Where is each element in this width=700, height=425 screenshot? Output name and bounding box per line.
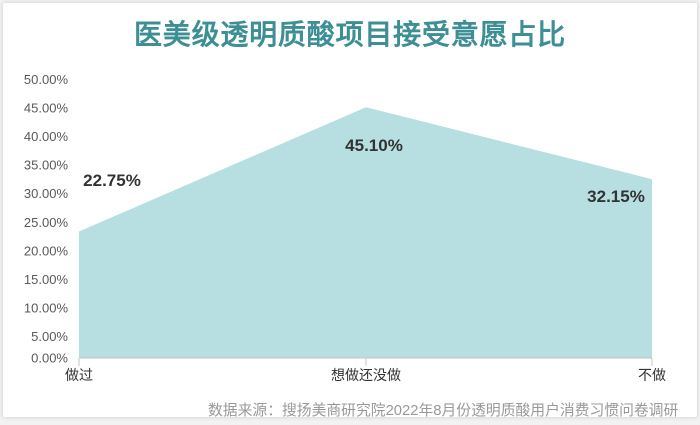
svg-text:做过: 做过 [65,367,93,383]
svg-text:40.00%: 40.00% [24,129,69,144]
svg-text:35.00%: 35.00% [24,158,69,173]
svg-text:50.00%: 50.00% [24,72,69,87]
svg-text:45.00%: 45.00% [24,101,69,116]
svg-text:30.00%: 30.00% [24,186,69,201]
svg-text:想做还没做: 想做还没做 [331,367,401,383]
svg-text:10.00%: 10.00% [24,300,69,315]
svg-text:5.00%: 5.00% [31,329,68,344]
svg-text:25.00%: 25.00% [24,215,69,230]
svg-text:不做: 不做 [638,367,666,383]
svg-text:45.10%: 45.10% [345,136,403,155]
svg-text:15.00%: 15.00% [24,272,69,287]
svg-text:32.15%: 32.15% [587,187,645,206]
svg-text:20.00%: 20.00% [24,243,69,258]
svg-text:0.00%: 0.00% [31,351,68,366]
svg-text:22.75%: 22.75% [83,171,141,190]
